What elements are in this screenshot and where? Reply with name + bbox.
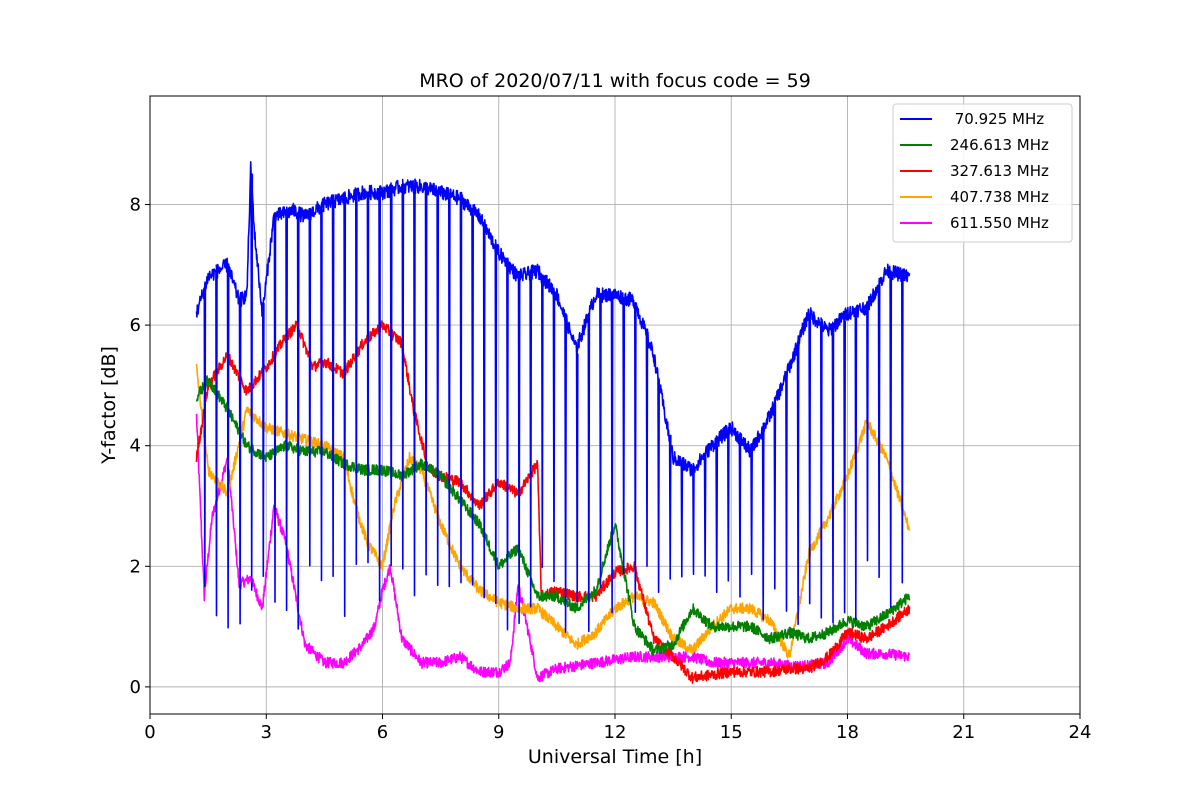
x-tick-label: 24 <box>1069 722 1092 743</box>
series-line <box>195 320 911 684</box>
legend-label: 327.613 MHz <box>950 162 1049 180</box>
legend-label: 246.613 MHz <box>950 136 1049 154</box>
series-line <box>195 161 911 633</box>
x-tick-label: 18 <box>836 722 859 743</box>
y-tick-label: 8 <box>130 195 141 216</box>
x-tick-label: 6 <box>377 722 388 743</box>
x-tick-label: 0 <box>144 722 155 743</box>
series-layer <box>195 161 911 684</box>
legend: 70.925 MHz 246.613 MHz 327.613 MHz 407.738 … <box>892 103 1073 243</box>
y-axis-label: Y-factor [dB] <box>98 346 120 465</box>
series-line <box>195 363 911 659</box>
y-axis-ticks: 0 2 4 6 8 <box>130 195 150 698</box>
x-tick-label: 15 <box>720 722 743 743</box>
x-tick-label: 9 <box>493 722 504 743</box>
x-tick-label: 3 <box>261 722 272 743</box>
legend-label: 611.550 MHz <box>950 214 1049 232</box>
y-tick-label: 2 <box>130 556 141 577</box>
x-axis-label: Universal Time [h] <box>528 746 702 768</box>
legend-label: 407.738 MHz <box>950 188 1049 206</box>
series-line <box>195 375 911 656</box>
chart-title: MRO of 2020/07/11 with focus code = 59 <box>419 70 811 92</box>
legend-box <box>892 103 1073 243</box>
x-tick-label: 21 <box>952 722 975 743</box>
y-tick-label: 6 <box>130 315 141 336</box>
x-axis-ticks: 0 3 6 9 12 15 18 21 24 <box>144 714 1091 743</box>
x-tick-label: 12 <box>604 722 627 743</box>
y-tick-label: 0 <box>130 677 141 698</box>
legend-label: 70.925 MHz <box>950 110 1044 128</box>
y-tick-label: 4 <box>130 436 141 457</box>
